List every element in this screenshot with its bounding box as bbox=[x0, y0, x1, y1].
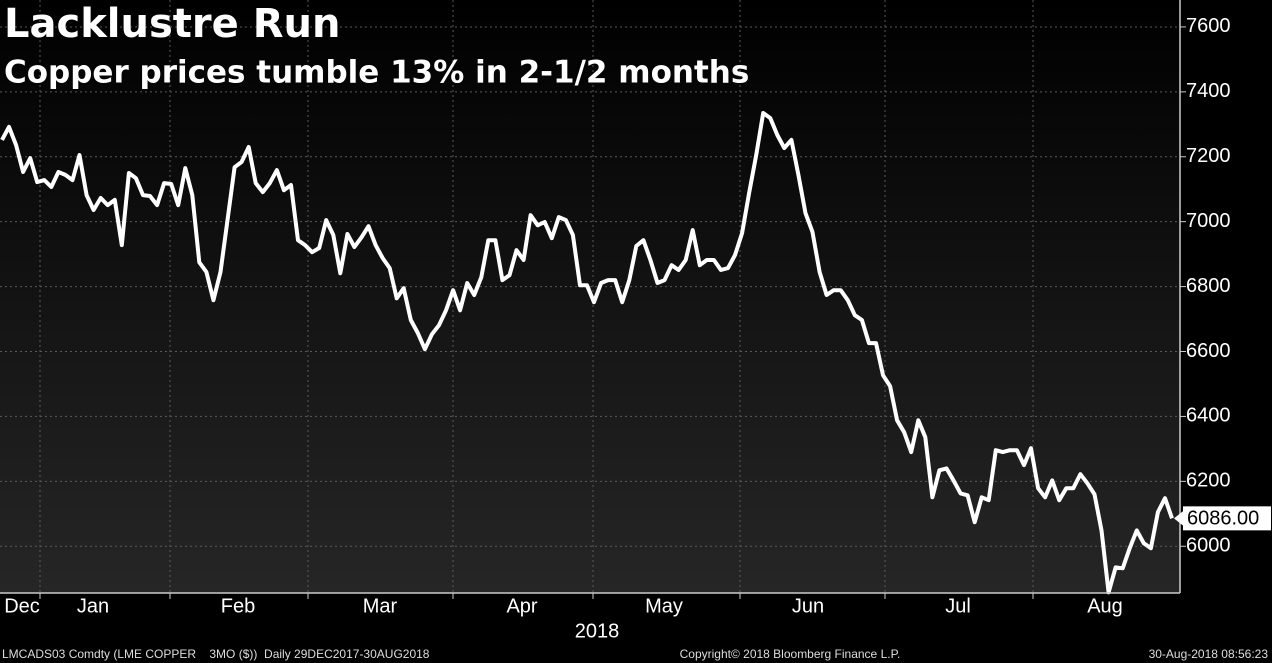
y-tick-label: 6800 bbox=[1186, 275, 1231, 297]
footer-left: LMCADS03 Comdty (LME COPPER 3MO ($)) Dai… bbox=[2, 647, 430, 661]
x-tick-label: Jan bbox=[77, 595, 109, 617]
x-tick-label: Jul bbox=[945, 595, 971, 617]
grid bbox=[0, 0, 1180, 593]
x-tick-label: Jun bbox=[792, 595, 824, 617]
x-tick-label: May bbox=[645, 595, 683, 617]
x-tick-label: Apr bbox=[506, 595, 537, 617]
y-tick-label: 6600 bbox=[1186, 340, 1231, 362]
chart-title: Lacklustre Run bbox=[4, 1, 340, 47]
x-tick-label: Mar bbox=[363, 595, 398, 617]
x-axis-label: 2018 bbox=[575, 620, 620, 642]
x-tick-label: Aug bbox=[1087, 595, 1123, 617]
y-tick-label: 7000 bbox=[1186, 210, 1231, 232]
y-tick-label: 6200 bbox=[1186, 470, 1231, 492]
y-tick-label: 6400 bbox=[1186, 405, 1231, 427]
last-value-label: 6086.00 bbox=[1187, 508, 1259, 530]
chart-subtitle: Copper prices tumble 13% in 2-1/2 months bbox=[4, 55, 749, 91]
price-line bbox=[0, 111, 1174, 595]
footer-right: 30-Aug-2018 08:56:23 bbox=[1149, 647, 1269, 661]
x-tick-label: Feb bbox=[221, 595, 255, 617]
y-tick-label: 7200 bbox=[1186, 145, 1231, 167]
x-tick-label: Dec bbox=[4, 595, 40, 617]
footer-center: Copyright© 2018 Bloomberg Finance L.P. bbox=[680, 647, 901, 661]
marks bbox=[0, 111, 1174, 595]
last-value-box bbox=[1183, 506, 1271, 531]
y-tick-label: 7600 bbox=[1186, 15, 1231, 37]
last-value-pointer bbox=[1174, 510, 1184, 527]
y-tick-label: 7400 bbox=[1186, 80, 1231, 102]
y-tick-label: 6000 bbox=[1186, 535, 1231, 557]
